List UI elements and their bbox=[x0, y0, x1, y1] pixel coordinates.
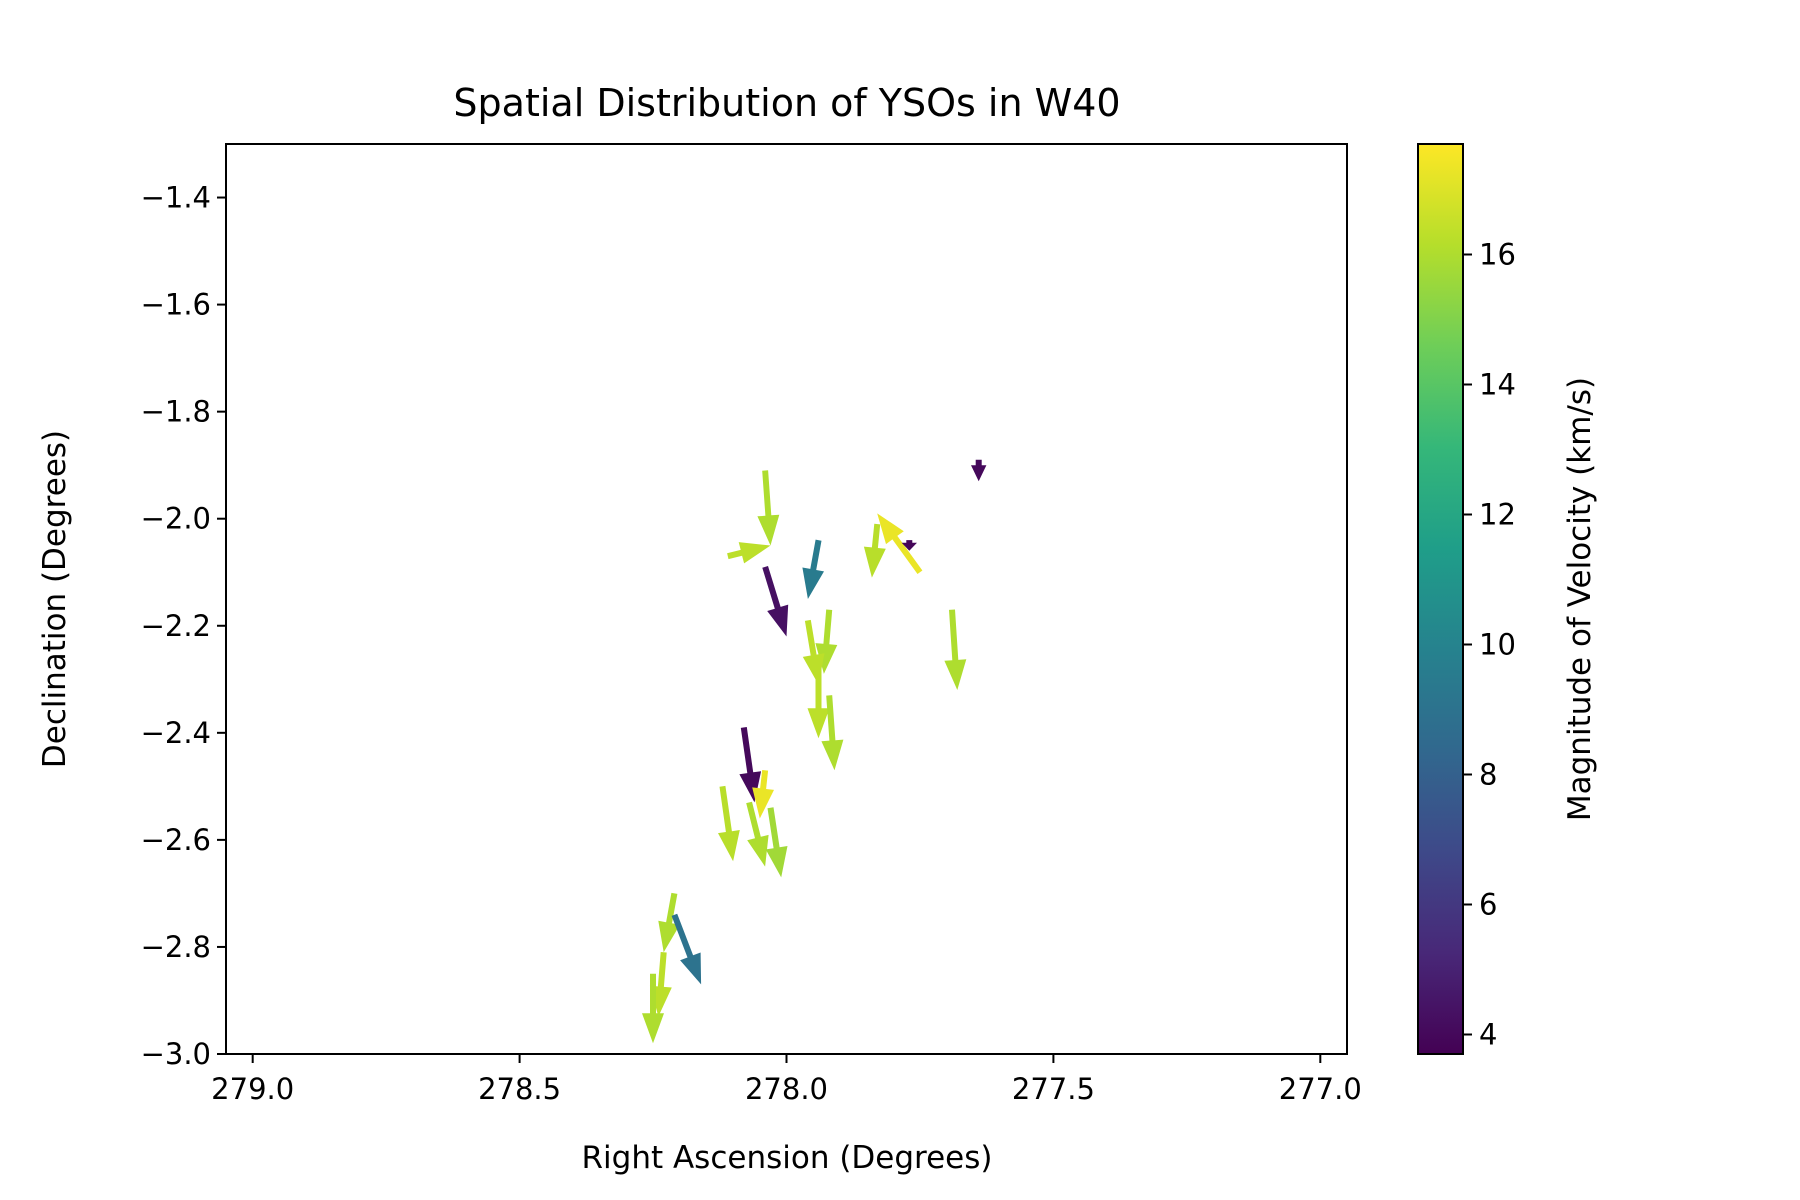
y-tick-label: −2.6 bbox=[141, 823, 211, 857]
x-tick-label: 279.0 bbox=[211, 1072, 294, 1106]
x-tick-label: 277.5 bbox=[1012, 1072, 1095, 1106]
colorbar-label: Magnitude of Velocity (km/s) bbox=[1562, 377, 1598, 821]
velocity-vector bbox=[658, 892, 680, 953]
colorbar-tick-label: 16 bbox=[1479, 238, 1516, 272]
velocity-vector bbox=[807, 668, 830, 739]
velocity-vector bbox=[739, 727, 762, 803]
x-tick-label: 278.0 bbox=[745, 1072, 828, 1106]
x-tick-label: 278.5 bbox=[478, 1072, 561, 1106]
velocity-vector bbox=[671, 913, 702, 985]
velocity-vector bbox=[901, 540, 917, 551]
y-tick-label: −1.4 bbox=[141, 181, 211, 215]
y-axis-label: Declination (Degrees) bbox=[37, 430, 73, 768]
velocity-vector bbox=[718, 785, 740, 862]
colorbar-tick-label: 14 bbox=[1479, 368, 1516, 402]
y-tick-label: −2.0 bbox=[141, 502, 211, 536]
velocity-vector bbox=[877, 513, 923, 574]
y-tick-label: −2.2 bbox=[141, 609, 211, 643]
colorbar-tick-label: 12 bbox=[1479, 498, 1516, 532]
y-axis-ticks: −1.4 −1.6 −1.8 −2.0 −2.2 −2.4 −2.6 −2.8 −3.0 bbox=[141, 181, 226, 1071]
velocity-vector bbox=[944, 609, 967, 690]
plot-area bbox=[226, 144, 1347, 1054]
colorbar bbox=[1417, 143, 1464, 1055]
velocity-vector bbox=[802, 619, 825, 685]
vector-layer bbox=[642, 459, 987, 1044]
y-tick-label: −2.4 bbox=[141, 716, 211, 750]
velocity-vector bbox=[762, 566, 789, 637]
y-tick-label: −1.8 bbox=[141, 395, 211, 429]
colorbar-tick-label: 10 bbox=[1479, 628, 1516, 662]
y-tick-label: −1.6 bbox=[141, 288, 211, 322]
velocity-vector bbox=[821, 695, 844, 771]
velocity-vector bbox=[971, 459, 987, 482]
y-tick-label: −2.8 bbox=[141, 930, 211, 964]
velocity-vector bbox=[863, 523, 886, 578]
velocity-vector bbox=[765, 807, 788, 878]
colorbar-tick-label: 6 bbox=[1479, 888, 1497, 922]
x-axis-label: Right Ascension (Degrees) bbox=[581, 1140, 992, 1176]
velocity-vector bbox=[727, 542, 771, 564]
velocity-vector bbox=[802, 539, 824, 599]
velocity-vector bbox=[642, 973, 664, 1044]
velocity-vector bbox=[746, 801, 769, 867]
velocity-vector bbox=[757, 470, 780, 546]
velocity-vector bbox=[752, 770, 774, 819]
y-tick-label: −3.0 bbox=[141, 1037, 211, 1071]
chart-title: Spatial Distribution of YSOs in W40 bbox=[453, 81, 1120, 125]
colorbar-tick-label: 8 bbox=[1479, 758, 1497, 792]
colorbar-ticks: 4 6 8 10 12 14 16 bbox=[1463, 238, 1516, 1052]
x-axis-ticks: 279.0 278.5 278.0 277.5 277.0 bbox=[211, 1054, 1362, 1106]
x-tick-label: 277.0 bbox=[1279, 1072, 1362, 1106]
colorbar-tick-label: 4 bbox=[1479, 1018, 1497, 1052]
